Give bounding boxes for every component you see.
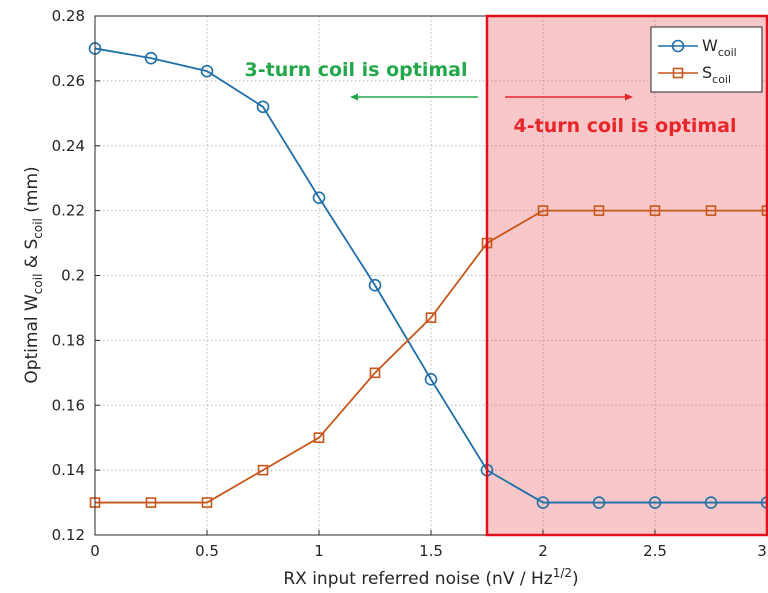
- point-s-coil-4: [313, 432, 325, 443]
- x-tick-label-0: 0: [90, 542, 100, 560]
- y-axis-label-part2: & S: [22, 239, 42, 274]
- point-s-coil-9: [593, 205, 605, 216]
- point-s-coil-1: [145, 497, 157, 508]
- point-w-coil-5: [368, 278, 382, 292]
- legend-marker-s-coil: [672, 67, 684, 79]
- point-w-coil-10: [648, 496, 662, 509]
- y-axis-label: Optimal Wcoil & Scoil (mm): [22, 166, 45, 383]
- legend-label-s-coil: Scoil: [702, 63, 731, 86]
- y-axis-label-sub1: coil: [31, 274, 45, 295]
- x-axis-label-main: RX input referred noise (nV / Hz: [283, 569, 552, 589]
- x-axis-label-end: ): [572, 569, 579, 589]
- legend-w-sub: coil: [718, 46, 737, 59]
- y-axis-label-part3: (mm): [22, 166, 42, 218]
- legend-s-name: S: [702, 63, 712, 82]
- x-tick-label-2: 2: [538, 542, 548, 560]
- point-w-coil-1: [144, 51, 158, 65]
- point-w-coil-6: [424, 372, 438, 386]
- x-ticks: 0 0.5 1 1.5 2 2.5 3: [90, 530, 768, 560]
- point-w-coil-4: [312, 191, 326, 204]
- x-tick-label-3: 3: [757, 542, 767, 560]
- highlight-region: [487, 16, 767, 535]
- y-tick-label-0-12: 0.12: [52, 526, 85, 544]
- highlight-region-border: [485, 14, 768, 537]
- x-tick-label-1: 1: [314, 542, 324, 560]
- point-w-coil-3: [256, 100, 270, 114]
- annotation-3-turn-text: 3-turn coil is optimal: [245, 59, 468, 81]
- y-tick-label-0-28: 0.28: [52, 7, 85, 25]
- legend-label-w-coil: Wcoil: [702, 36, 737, 59]
- x-axis-label: RX input referred noise (nV / Hz1/2): [283, 566, 578, 589]
- point-s-coil-2: [201, 497, 213, 508]
- point-s-coil-5: [369, 367, 381, 379]
- y-axis-label-sub2: coil: [31, 218, 45, 239]
- y-axis-label-part1: Optimal W: [22, 294, 42, 384]
- point-w-coil-11: [704, 496, 718, 509]
- y-tick-label-0-22: 0.22: [52, 202, 85, 220]
- point-s-coil-11: [705, 205, 717, 216]
- x-tick-label-2-5: 2.5: [643, 542, 667, 560]
- y-tick-label-0-26: 0.26: [52, 72, 85, 90]
- point-s-coil-6: [425, 312, 437, 323]
- annotation-4-turn-arrowhead: [625, 93, 633, 101]
- y-ticks: 0.12 0.14 0.16 0.18 0.2 0.22 0.24 0.26 0.28: [52, 7, 100, 544]
- series-line-w-coil: [94, 47, 767, 504]
- y-tick-label-0-14: 0.14: [52, 461, 85, 479]
- y-tick-label-0-18: 0.18: [52, 331, 85, 349]
- x-axis-label-sup: 1/2: [553, 566, 572, 580]
- annotation-3-turn-arrowhead: [350, 93, 358, 101]
- point-s-coil-10: [649, 205, 661, 216]
- legend: Wcoil Scoil: [650, 26, 763, 93]
- legend-marker-w-coil: [671, 39, 685, 53]
- point-w-coil-8: [536, 496, 550, 509]
- point-s-coil-8: [537, 205, 549, 216]
- y-tick-label-0-24: 0.24: [52, 137, 85, 155]
- point-s-coil-3: [257, 464, 269, 476]
- point-w-coil-2: [200, 64, 214, 78]
- x-tick-label-0-5: 0.5: [195, 542, 219, 560]
- annotations: 3-turn coil is optimal 4-turn coil is op…: [245, 59, 737, 137]
- annotation-4-turn-text: 4-turn coil is optimal: [514, 115, 737, 137]
- series-line-s-coil: [95, 209, 767, 504]
- y-tick-label-0-16: 0.16: [52, 396, 85, 414]
- legend-box: [650, 26, 763, 93]
- point-w-coil-9: [592, 496, 606, 509]
- legend-s-sub: coil: [712, 73, 731, 86]
- x-tick-label-1-5: 1.5: [419, 542, 443, 560]
- legend-w-name: W: [702, 36, 718, 55]
- y-tick-label-0-2: 0.2: [61, 267, 85, 285]
